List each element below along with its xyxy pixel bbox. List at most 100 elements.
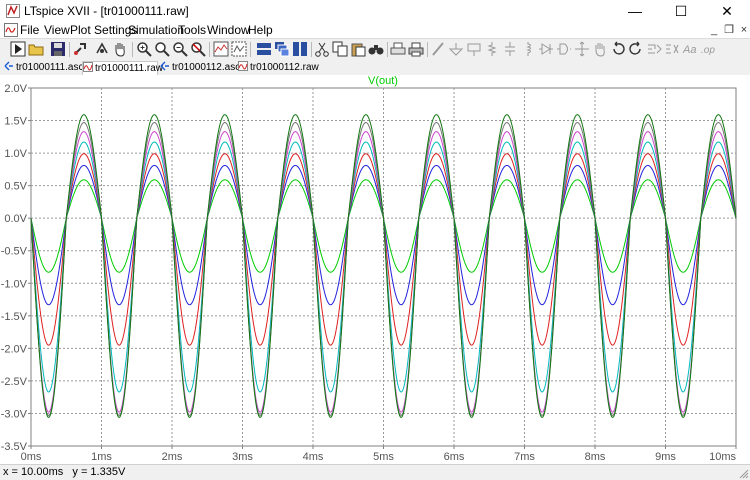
tab-tr01000112-raw[interactable]: tr01000112.raw [238,61,319,75]
x-tick-label: 4ms [303,451,324,463]
y-tick-label: 1.5V [4,116,27,128]
title-bar: LTspice XVII - [tr01000111.raw] — ☐ ✕ [0,0,750,22]
resize-grip-icon[interactable] [739,469,749,479]
zoom-in-icon[interactable] [136,41,152,57]
paste-icon[interactable] [350,41,366,57]
menu-view[interactable]: View [44,23,70,37]
diode-icon[interactable] [538,41,554,57]
drag-icon[interactable] [592,41,608,57]
menu-window[interactable]: Window [207,23,250,37]
capacitor-icon[interactable] [502,41,518,57]
tab-tr01000111-asc[interactable]: tr01000111.asc [4,61,84,75]
zoom-fit-icon[interactable] [154,41,170,57]
undo-icon[interactable] [610,41,626,57]
y-tick-label: -2.5V [1,376,28,388]
resistor-icon[interactable] [484,41,500,57]
control-panel-icon[interactable] [72,41,88,57]
cut-icon[interactable] [314,41,330,57]
component-icon[interactable] [556,41,572,57]
svg-text:Aa: Aa [682,44,696,56]
text-icon[interactable]: Aa [682,41,698,57]
inductor-icon[interactable] [520,41,536,57]
minimize-button[interactable]: — [628,3,642,19]
cancel-zoom-icon[interactable] [190,41,206,57]
x-tick-label: 9ms [655,451,676,463]
save-icon[interactable] [50,41,66,57]
print-icon[interactable] [408,41,424,57]
waveform-icon [238,61,248,71]
x-tick-label: 8ms [585,451,606,463]
find-icon[interactable] [368,41,384,57]
series-layer [30,114,737,418]
mdi-restore-button[interactable]: ❐ [724,24,734,36]
y-tick-label: -1.5V [1,311,28,323]
waveform-icon [83,62,93,72]
tab-label: tr01000111.asc [16,62,84,73]
wire-icon[interactable] [430,41,446,57]
toolbar: Aa .op [0,38,750,61]
run-icon[interactable] [10,41,26,57]
tab-label: tr01000112.asc [172,62,241,73]
y-tick-label: -3.5V [1,441,28,453]
x-tick-label: 1ms [91,451,112,463]
label-net-icon[interactable] [466,41,482,57]
waveform-plot-pane[interactable]: 2.0V 1.5V 1.0V 0.5V 0.0V -0.5V -1.0V -1.5V -2.0V… [0,75,750,464]
maximize-button[interactable]: ☐ [674,3,688,19]
rotate-icon[interactable] [646,41,662,57]
cascade-icon[interactable] [274,41,290,57]
ground-icon[interactable] [448,41,464,57]
menu-plot-settings[interactable]: Plot Settings [70,23,138,37]
tab-label: tr01000111.raw [95,63,164,74]
zoom-out-icon[interactable] [172,41,188,57]
x-tick-label: 0ms [21,451,42,463]
y-tick-label: -1.0V [1,278,28,290]
x-tick-label: 2ms [162,451,183,463]
copy-icon[interactable] [332,41,348,57]
tab-tr01000111-raw[interactable]: tr01000111.raw [82,61,163,76]
x-tick-label: 5ms [373,451,394,463]
y-tick-label: 0.0V [4,213,27,225]
fit-icon[interactable] [231,41,247,57]
close-button[interactable]: ✕ [721,3,733,19]
x-tick-label: 10ms [709,451,736,463]
trace-label-vout[interactable]: V(out) [368,75,398,87]
menu-help[interactable]: Help [248,23,273,37]
cursor-readout: x = 10.00ms y = 1.335V [3,466,126,478]
waveform-document-icon[interactable] [4,23,18,37]
menu-simulation[interactable]: Simulation [128,23,185,37]
trace-6 [30,114,737,418]
redo-icon[interactable] [628,41,644,57]
move-icon[interactable] [574,41,590,57]
y-tick-label: 0.5V [4,181,27,193]
y-tick-label: 2.0V [4,83,27,95]
y-tick-label: -2.0V [1,343,28,355]
x-tick-label: 7ms [514,451,535,463]
print-preview-icon[interactable] [390,41,406,57]
open-icon[interactable] [28,41,44,57]
y-axis: 2.0V 1.5V 1.0V 0.5V 0.0V -0.5V -1.0V -1.5V -2.0V… [1,83,31,453]
x-axis: 0ms 1ms 2ms 3ms 4ms 5ms 6ms 7ms 8ms 9ms 10ms [21,446,737,463]
pan-icon[interactable] [112,41,128,57]
ltspice-app-icon [6,4,20,18]
tile-horizontal-icon[interactable] [256,41,272,57]
tab-tr01000112-asc[interactable]: tr01000112.asc [160,61,240,75]
y-tick-label: 1.0V [4,148,27,160]
halt-icon[interactable] [94,41,110,57]
autorange-icon[interactable] [213,41,229,57]
mirror-icon[interactable] [664,41,680,57]
window-title: LTspice XVII - [tr01000111.raw] [24,4,189,18]
mdi-minimize-button[interactable]: _ [710,24,718,36]
tile-vertical-icon[interactable] [292,41,308,57]
document-tabs: tr01000111.asc tr01000111.raw tr01000112… [0,60,750,76]
y-tick-label: -0.5V [1,246,28,258]
x-tick-label: 3ms [232,451,253,463]
y-tick-label: -3.0V [1,408,28,420]
schematic-icon [4,61,13,71]
menu-tools[interactable]: Tools [178,23,207,37]
mdi-close-button[interactable]: × [740,24,748,36]
waveform-chart[interactable]: 2.0V 1.5V 1.0V 0.5V 0.0V -0.5V -1.0V -1.5V -2.0V… [0,75,750,464]
svg-text:.op: .op [701,45,715,56]
spice-directive-icon[interactable]: .op [700,41,716,57]
menu-file[interactable]: File [20,23,40,37]
tab-label: tr01000112.raw [250,62,319,73]
